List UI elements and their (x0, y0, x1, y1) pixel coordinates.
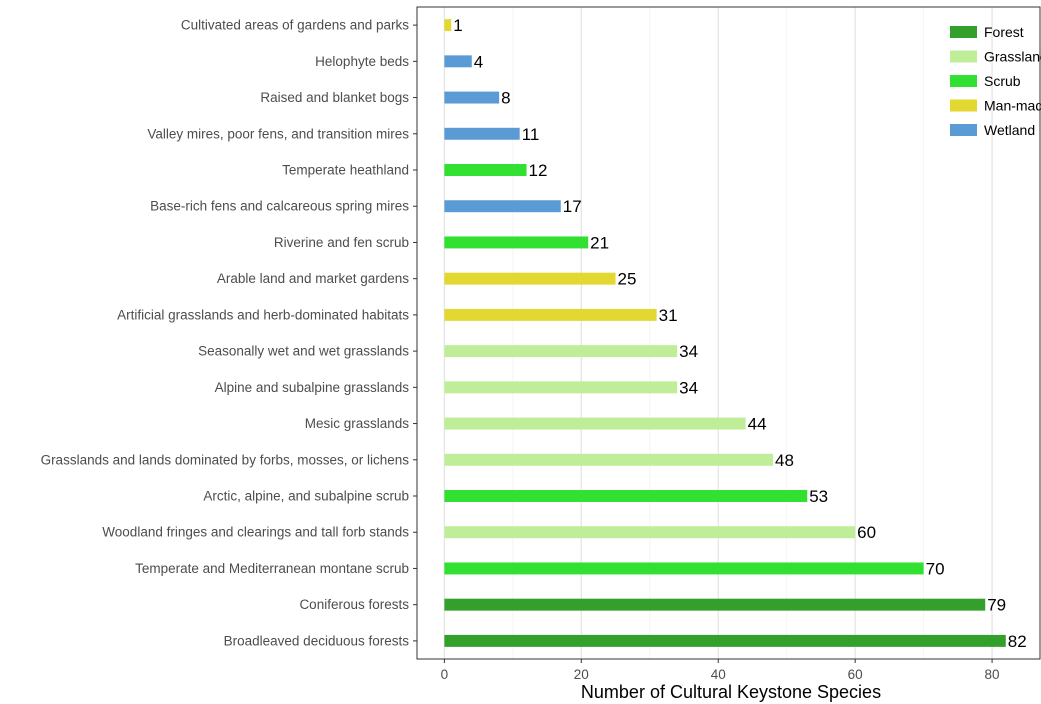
value-label: 53 (809, 487, 828, 506)
category-label: Broadleaved deciduous forests (224, 633, 410, 648)
legend-label: Wetland (984, 122, 1035, 138)
plot-border (416, 6, 1041, 660)
value-label: 34 (679, 378, 698, 397)
value-label: 31 (659, 306, 678, 325)
bar (444, 164, 527, 176)
bar (444, 272, 616, 285)
category-label: Mesic grasslands (305, 416, 410, 431)
legend-label: Scrub (984, 73, 1021, 89)
bar (444, 345, 678, 358)
x-axis-title: Number of Cultural Keystone Species (581, 682, 881, 702)
legend-swatch (950, 75, 977, 87)
value-label: 34 (679, 342, 698, 361)
plot-panel (417, 7, 1040, 659)
x-tick-label: 80 (985, 667, 1000, 682)
category-label: Temperate heathland (282, 163, 409, 178)
category-label: Raised and blanket bogs (260, 90, 409, 105)
bar (444, 308, 657, 321)
category-label: Cultivated areas of gardens and parks (181, 18, 409, 33)
bar (444, 417, 746, 430)
category-label: Helophyte beds (315, 54, 409, 69)
value-label: 60 (857, 523, 876, 542)
x-tick-label: 40 (711, 667, 726, 682)
bar (444, 453, 773, 466)
value-label: 25 (618, 270, 637, 289)
bar (444, 526, 856, 539)
value-label: 8 (501, 89, 510, 108)
legend-swatch (950, 124, 977, 136)
legend-label: Man-made (984, 98, 1041, 114)
category-label: Woodland fringes and clearings and tall … (102, 525, 409, 540)
value-label: 21 (590, 233, 609, 252)
x-tick-label: 20 (574, 667, 589, 682)
value-label: 17 (563, 197, 582, 216)
x-tick-label: 0 (441, 667, 449, 682)
bar (444, 19, 452, 32)
value-label: 44 (748, 415, 767, 434)
category-label: Valley mires, poor fens, and transition … (147, 126, 409, 141)
y-axis: Cultivated areas of gardens and parks Hel… (41, 18, 417, 648)
legend-label: Forest (984, 24, 1024, 40)
bar (444, 381, 678, 394)
category-label: Riverine and fen scrub (274, 235, 409, 250)
x-axis: 0 20 40 60 80 (441, 659, 1000, 682)
category-label: Artificial grasslands and herb-dominated… (117, 307, 409, 322)
bar (444, 127, 520, 140)
value-label: 79 (987, 596, 1006, 615)
category-label: Base-rich fens and calcareous spring mir… (150, 199, 409, 214)
value-label: 48 (775, 451, 794, 470)
category-label: Arctic, alpine, and subalpine scrub (203, 489, 409, 504)
category-label: Alpine and subalpine grasslands (215, 380, 410, 395)
x-tick-label: 60 (848, 667, 863, 682)
category-label: Arable land and market gardens (217, 271, 409, 286)
legend-swatch (950, 50, 977, 63)
value-label: 12 (529, 161, 548, 180)
value-label: 82 (1008, 632, 1027, 651)
value-label: 1 (453, 16, 462, 35)
value-label: 4 (474, 52, 483, 71)
category-label: Temperate and Mediterranean montane scru… (135, 561, 409, 576)
bar (444, 490, 808, 502)
category-label: Seasonally wet and wet grasslands (198, 344, 409, 359)
bar (444, 200, 561, 213)
legend-label: Grassland (984, 49, 1041, 65)
grid (443, 7, 993, 659)
bar (444, 598, 986, 611)
bar (444, 236, 589, 249)
legend-swatch (950, 99, 977, 112)
legend: Forest Grassland Scrub Man-made Wetland (950, 24, 1041, 138)
value-label: 11 (522, 125, 540, 144)
bar (444, 562, 924, 575)
bars (444, 19, 1006, 647)
category-label: Grasslands and lands dominated by forbs,… (41, 452, 410, 467)
legend-swatch (950, 26, 977, 38)
category-label: Coniferous forests (299, 597, 409, 612)
bar (444, 634, 1006, 647)
bar (444, 91, 500, 104)
bar (444, 55, 472, 68)
value-label: 70 (926, 559, 945, 578)
